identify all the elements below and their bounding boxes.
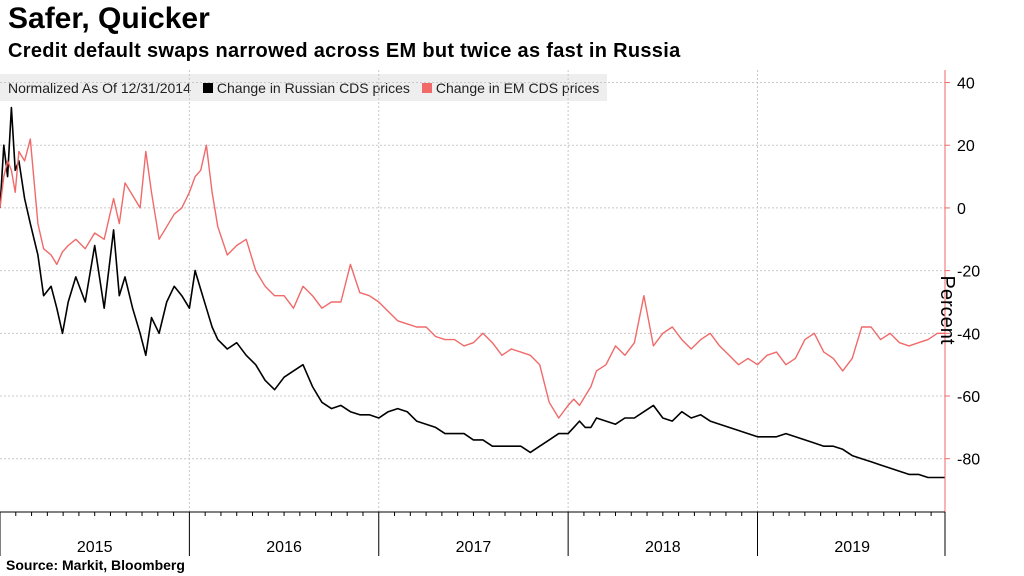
x-tick-label: 2015 <box>77 539 113 556</box>
series-line-russia <box>0 106 945 479</box>
legend-note: Normalized As Of 12/31/2014 <box>8 79 191 96</box>
x-tick-label: 2016 <box>266 539 302 556</box>
series-line-em <box>0 138 945 419</box>
x-tick-label: 2017 <box>456 539 492 556</box>
y-tick-label: -20 <box>957 264 980 281</box>
legend-swatch-em <box>421 82 432 93</box>
chart-title: Safer, Quicker <box>8 2 210 35</box>
legend-item-em: Change in EM CDS prices <box>421 79 600 96</box>
y-tick-label: 40 <box>957 76 975 93</box>
legend: Normalized As Of 12/31/2014 Change in Ru… <box>0 74 608 101</box>
y-axis-label: Percent <box>936 275 958 345</box>
legend-item-russia: Change in Russian CDS prices <box>202 79 410 96</box>
y-tick-label: 0 <box>957 201 966 218</box>
grid <box>0 70 945 512</box>
source-note: Source: Markit, Bloomberg <box>6 557 185 573</box>
series-group <box>0 106 945 479</box>
y-tick-label: -80 <box>957 452 980 469</box>
y-tick-label: -60 <box>957 389 980 406</box>
legend-swatch-russia <box>202 82 213 93</box>
legend-label-em: Change in EM CDS prices <box>435 79 600 96</box>
x-tick-label: 2019 <box>834 539 870 556</box>
chart-subtitle: Credit default swaps narrowed across EM … <box>8 40 681 62</box>
x-tick-label: 2018 <box>645 539 681 556</box>
y-tick-label: -40 <box>957 326 980 343</box>
legend-label-russia: Change in Russian CDS prices <box>216 79 410 96</box>
y-tick-label: 20 <box>957 138 975 155</box>
axes: 40 20 0 -20 -40 -60 -80 2015 2016 2017 2018 2019 <box>0 70 980 556</box>
